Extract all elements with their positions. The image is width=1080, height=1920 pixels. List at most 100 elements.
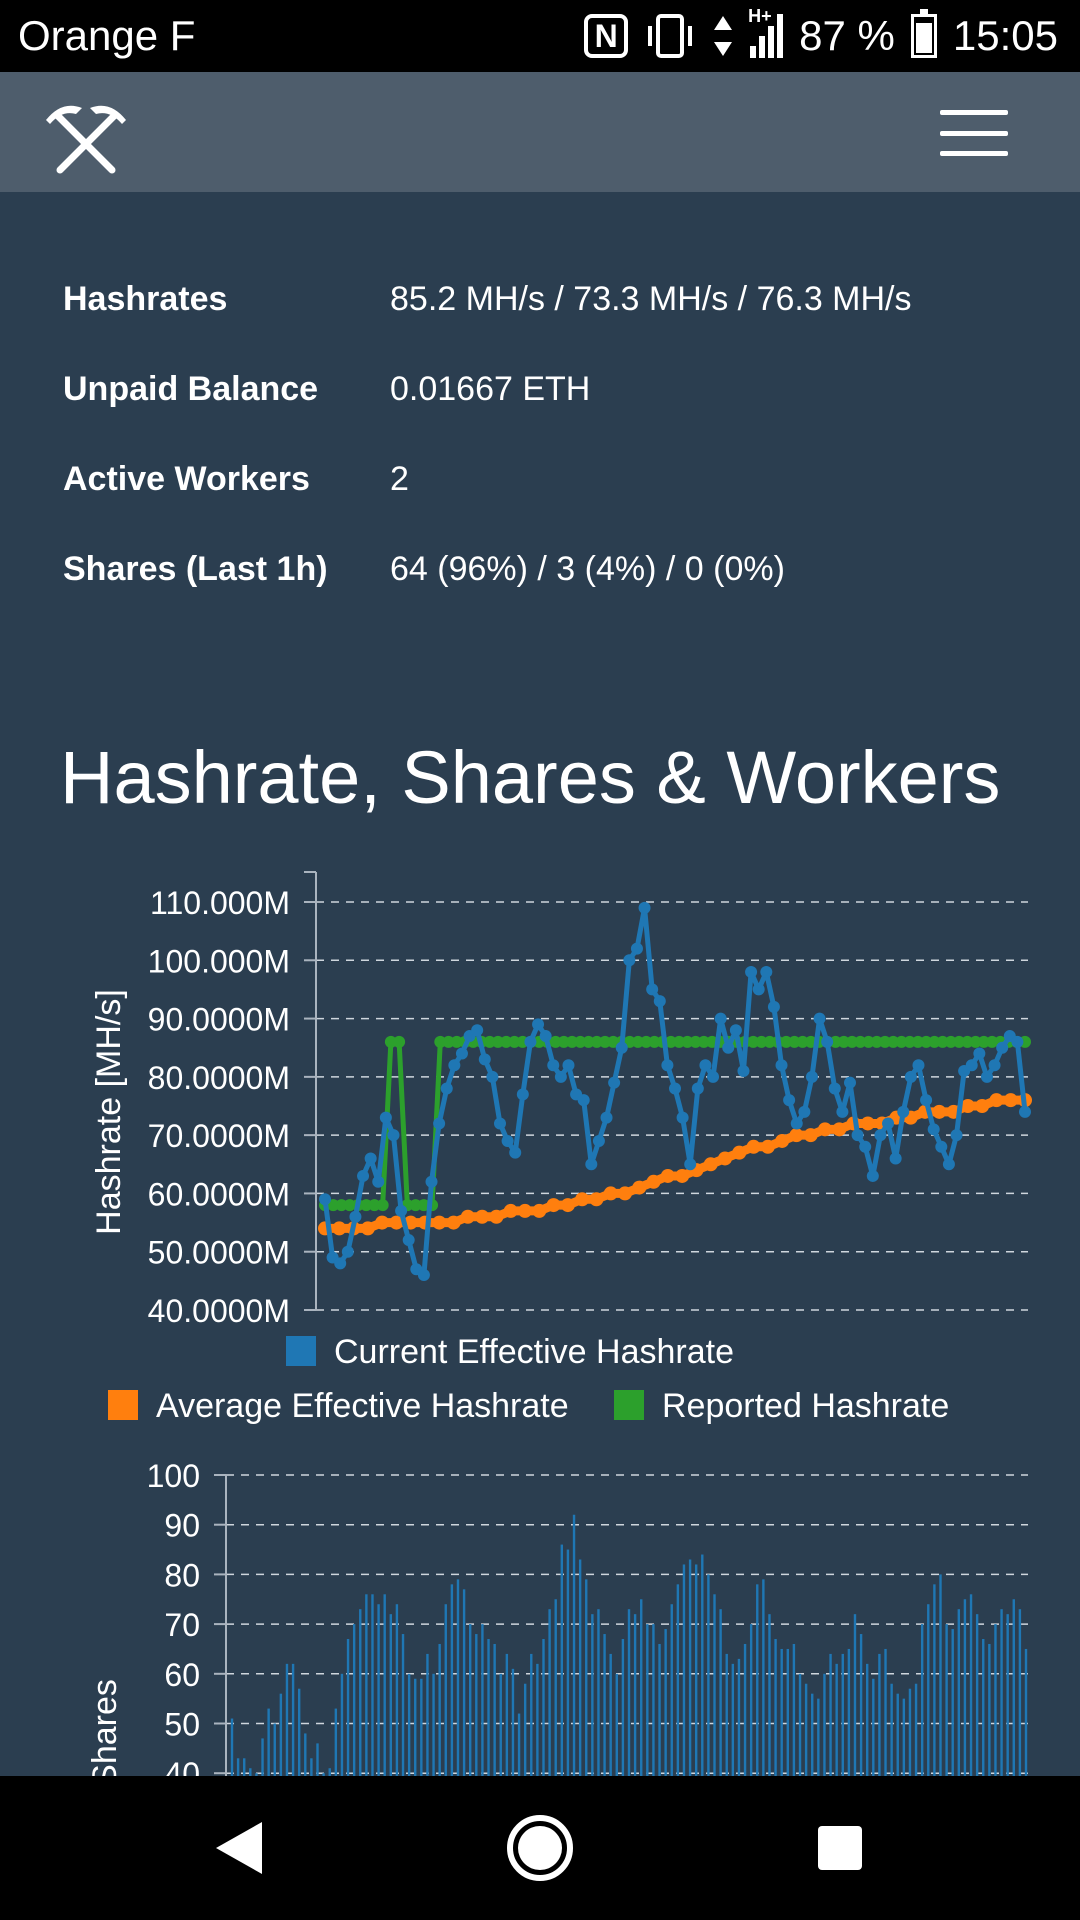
data-point <box>455 1047 468 1060</box>
share-bar <box>719 1609 722 1776</box>
share-bar <box>304 1733 307 1776</box>
data-point <box>874 1129 887 1142</box>
data-point <box>532 1018 545 1031</box>
share-bar <box>1024 1648 1028 1776</box>
data-point <box>653 995 666 1008</box>
share-bar <box>902 1698 906 1776</box>
share-bar <box>548 1609 551 1776</box>
share-bar <box>982 1639 985 1776</box>
legend-swatch <box>108 1390 138 1420</box>
recents-square-icon[interactable] <box>760 1776 920 1920</box>
data-point <box>747 1035 760 1048</box>
data-point <box>718 1151 732 1166</box>
data-point <box>664 1035 677 1048</box>
stat-label: Unpaid Balance <box>63 370 319 408</box>
data-point <box>737 1065 750 1078</box>
share-bar <box>597 1609 600 1776</box>
data-point <box>722 1041 735 1054</box>
data-point <box>860 1116 875 1131</box>
share-bar <box>707 1574 710 1776</box>
data-point <box>599 1035 611 1048</box>
share-bar <box>572 1514 576 1776</box>
data-point <box>592 1134 605 1147</box>
share-bar <box>872 1678 875 1776</box>
back-triangle-icon[interactable] <box>160 1776 320 1920</box>
data-point <box>489 1209 504 1224</box>
share-bar <box>346 1639 350 1776</box>
share-bar <box>621 1639 625 1776</box>
y-tick-label: 110.000M <box>150 885 290 921</box>
data-point <box>376 1199 389 1212</box>
share-bar <box>450 1584 454 1776</box>
share-bar <box>933 1584 936 1776</box>
data-point <box>989 1093 1004 1108</box>
hamburger-menu-icon[interactable] <box>940 110 1008 156</box>
data-point <box>889 1152 902 1165</box>
android-nav-bar <box>0 1776 1080 1920</box>
data-point <box>950 1129 963 1142</box>
data-point <box>632 1180 647 1195</box>
data-point <box>887 1035 900 1048</box>
data-point <box>638 901 651 914</box>
data-point <box>788 1035 801 1048</box>
share-bar <box>560 1544 564 1776</box>
share-bar <box>743 1643 747 1776</box>
data-point <box>460 1209 475 1224</box>
data-point <box>478 1053 491 1066</box>
share-bar <box>469 1624 472 1776</box>
share-bar <box>603 1634 606 1776</box>
data-point <box>349 1210 362 1223</box>
data-point <box>866 1169 879 1182</box>
data-point <box>471 1024 484 1037</box>
data-point <box>503 1203 518 1218</box>
data-point <box>432 1215 447 1230</box>
share-bar <box>731 1663 735 1776</box>
share-bar <box>670 1604 673 1776</box>
data-point <box>763 1035 776 1048</box>
data-point <box>844 1076 856 1089</box>
share-bar <box>682 1564 686 1776</box>
data-point <box>577 1094 590 1107</box>
share-bar <box>786 1648 789 1776</box>
stat-label: Shares (Last 1h) <box>63 550 328 588</box>
share-bar <box>1012 1599 1015 1776</box>
share-bar <box>591 1614 594 1776</box>
data-point <box>953 1035 966 1048</box>
data-point <box>335 1199 348 1212</box>
data-point <box>790 1117 803 1130</box>
data-point <box>1003 1093 1018 1108</box>
data-point <box>780 1035 793 1048</box>
data-point <box>854 1035 867 1048</box>
share-bar <box>823 1673 826 1776</box>
data-point <box>608 1076 621 1089</box>
y-tick-label: 80 <box>164 1557 200 1593</box>
share-bar <box>920 1624 924 1776</box>
share-bar <box>749 1624 753 1776</box>
series-average-effective-hashrate <box>318 1093 1032 1236</box>
stat-row-active-workers: Active Workers 2 <box>63 452 1023 542</box>
legend-label: Average Effective Hashrate <box>156 1387 569 1425</box>
data-point <box>334 1257 347 1270</box>
data-point <box>859 1140 872 1153</box>
data-point <box>803 1128 818 1143</box>
data-point <box>846 1035 859 1048</box>
data-point <box>729 1024 742 1037</box>
battery-percent: 87 % <box>799 12 895 59</box>
data-point <box>554 1070 567 1083</box>
share-bar <box>456 1579 460 1776</box>
data-point <box>805 1070 818 1083</box>
share-bar <box>798 1673 802 1776</box>
share-bar <box>438 1643 441 1776</box>
data-point <box>798 1105 811 1118</box>
data-point <box>546 1198 561 1213</box>
navbar <box>0 72 1080 192</box>
home-circle-icon[interactable] <box>460 1776 620 1920</box>
pickaxes-icon[interactable] <box>42 98 130 178</box>
share-bar <box>328 1768 331 1776</box>
stat-row-hashrates: Hashrates 85.2 MH/s / 73.3 MH/s / 76.3 M… <box>63 272 1023 362</box>
data-point <box>557 1035 570 1048</box>
data-point <box>980 1070 993 1083</box>
share-bar <box>725 1653 728 1776</box>
data-point <box>767 1000 780 1013</box>
data-point <box>691 1082 704 1095</box>
